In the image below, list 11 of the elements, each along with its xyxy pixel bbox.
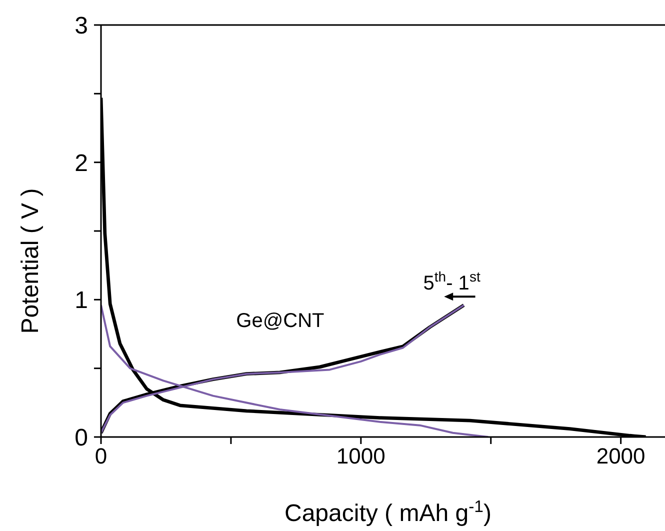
y-axis-title: Potential ( V )	[17, 188, 44, 334]
x-axis-title: Capacity ( mAh g$^{-1}$)	[284, 496, 492, 527]
x-tick-label: 2000	[596, 444, 646, 469]
annotation: Ge@CNT	[236, 310, 324, 332]
x-tick-label: 0	[94, 444, 108, 469]
y-tick-label: 3	[74, 12, 88, 40]
y-tick-label: 2	[74, 150, 88, 177]
annotation: 5$^{th}$- 1$^{st}$	[423, 268, 480, 295]
y-tick-label: 0	[74, 424, 88, 452]
x-tick-label: 1000	[336, 444, 386, 469]
y-tick-label: 1	[74, 287, 88, 314]
